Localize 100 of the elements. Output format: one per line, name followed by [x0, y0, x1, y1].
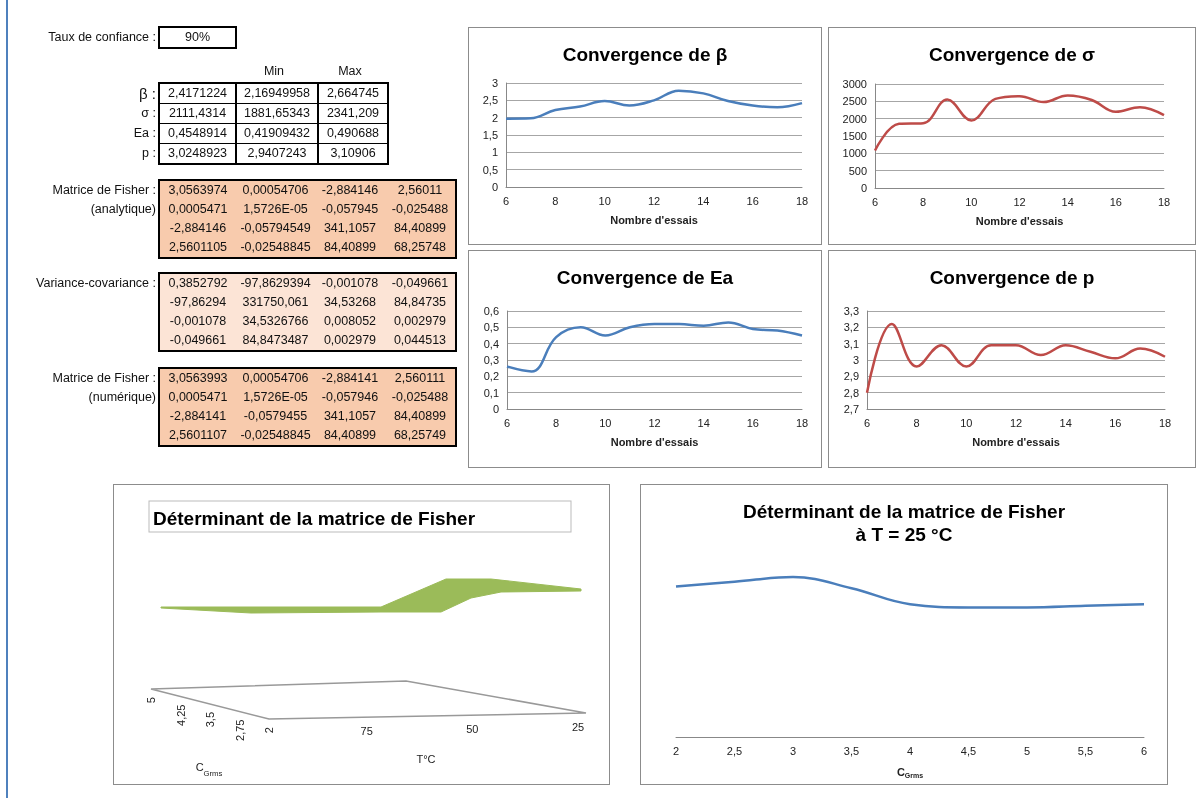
- y-tick-label: 2500: [842, 95, 867, 108]
- text: -2,884146: [321, 183, 379, 197]
- x-tick-label: 12: [647, 194, 661, 207]
- text: -0,02548845: [240, 428, 311, 442]
- y-tick-label: 2,5: [482, 94, 498, 107]
- text: 1,5726E-05: [243, 202, 308, 216]
- text: Déterminant de la matrice de Fisher: [153, 508, 476, 529]
- x-tick-label: 8: [913, 416, 920, 429]
- x-tick-label: 12: [648, 416, 661, 429]
- text: 2,560111: [394, 371, 446, 385]
- chart-title: Convergence de p: [929, 267, 1095, 288]
- x-tick-label: 4: [906, 744, 914, 757]
- y-tick-label: 2,7: [843, 403, 859, 415]
- x-tick-label: 6: [502, 194, 510, 207]
- y-tick-label: 3,1: [843, 337, 859, 350]
- text: 341,1057: [323, 409, 377, 423]
- category-label: Max: [337, 64, 363, 78]
- category-label: Matrice de Fisher :: [52, 183, 156, 197]
- y-tick-label: 1000: [842, 147, 867, 160]
- text: -97,86294: [169, 295, 227, 309]
- text: 0,002979: [323, 333, 377, 347]
- text: 68,25749: [393, 428, 447, 442]
- text: C$_{Grms}$: [195, 761, 223, 778]
- text: 90%: [184, 30, 211, 44]
- x-tick-label: 2,5: [726, 744, 743, 757]
- y-tick-label: 3: [491, 77, 498, 89]
- text: 0,490688: [326, 126, 380, 140]
- x-axis-title: Nombre d'essais: [972, 435, 1060, 448]
- text: -0,025488: [391, 390, 449, 404]
- text: 0,3852792: [168, 276, 228, 290]
- category-label: 25: [571, 721, 585, 733]
- category-label: Matrice de Fisher :: [52, 371, 156, 385]
- category-label: Ea :: [133, 126, 156, 140]
- x-tick-label: 3,5: [843, 744, 860, 757]
- y-tick-label: 0: [492, 403, 499, 415]
- text: 3,0248923: [167, 146, 228, 160]
- text: 0,00054706: [242, 371, 309, 385]
- y-tick-label: 0: [860, 182, 867, 194]
- x-tick-label: 3: [789, 744, 797, 757]
- text: -0,001078: [321, 276, 379, 290]
- x-tick-label: 16: [1109, 195, 1122, 208]
- y-tick-label: 1,5: [482, 129, 498, 141]
- category-label: 2: [263, 727, 275, 734]
- line-series: [873, 94, 1166, 152]
- text: 0,0005471: [168, 390, 228, 404]
- x-tick-label: 18: [795, 416, 809, 429]
- x-tick-label: 18: [1158, 416, 1172, 429]
- text: 2341,209: [326, 106, 380, 120]
- text: -0,057945: [321, 202, 379, 216]
- y-tick-label: 2000: [842, 112, 867, 125]
- text: -97,8629394: [240, 276, 311, 290]
- x-tick-label: 6: [863, 416, 871, 429]
- text: 2,5601105: [168, 240, 228, 254]
- category-label: 75: [360, 725, 373, 737]
- category-label: (analytique): [90, 202, 156, 216]
- y-tick-label: 0: [491, 181, 498, 193]
- x-tick-label: 8: [552, 194, 559, 207]
- x-tick-label: 16: [746, 194, 759, 207]
- text: 2,16949958: [243, 86, 311, 100]
- y-tick-label: 1500: [842, 130, 867, 142]
- y-tick-label: 0,1: [483, 386, 499, 399]
- text: 3,0563993: [168, 371, 228, 385]
- text: 1,5726E-05: [243, 390, 308, 404]
- text: 331750,061: [242, 295, 309, 309]
- category-label: Taux de confiance :: [48, 30, 156, 44]
- y-tick-label: 0,5: [483, 321, 499, 334]
- x-axis-title: Nombre d'essais: [975, 214, 1064, 227]
- y-tick-label: 2,8: [843, 386, 859, 399]
- text: 84,40899: [323, 428, 377, 442]
- chart-title: Convergence de σ: [928, 44, 1096, 65]
- x-tick-label: 14: [1061, 195, 1074, 208]
- x-tick-label: 2: [672, 744, 680, 757]
- line-series: [505, 321, 804, 373]
- y-tick-label: 0,5: [482, 163, 498, 176]
- text: -2,884141: [321, 371, 379, 385]
- x-axis-title: Nombre d'essais: [610, 213, 698, 226]
- chart-subtitle: à T = 25 °C: [855, 524, 953, 545]
- x-tick-label: 16: [1109, 416, 1122, 429]
- x-tick-label: 12: [1009, 416, 1023, 429]
- category-label: 4,25: [174, 704, 187, 726]
- text: -0,025488: [391, 202, 449, 216]
- text: 84,84735: [393, 295, 447, 309]
- chart-title: Convergence de Ea: [556, 267, 734, 288]
- y-tick-label: 0,3: [483, 354, 499, 366]
- text: 3,0563974: [168, 183, 228, 197]
- y-tick-label: 3,2: [843, 321, 859, 334]
- text: 3,10906: [330, 146, 376, 160]
- text: 1881,65343: [243, 106, 311, 120]
- x-tick-label: 10: [965, 195, 978, 208]
- y-tick-label: 500: [848, 164, 867, 177]
- x-tick-label: 12: [1013, 195, 1026, 208]
- line-series: [504, 89, 804, 120]
- x-tick-label: 8: [920, 195, 927, 208]
- text: 84,40899: [323, 240, 377, 254]
- text: 2,56011: [397, 183, 443, 197]
- y-tick-label: 0,2: [483, 370, 499, 383]
- text: 2,4171224: [167, 86, 228, 100]
- text: 2,9407243: [247, 146, 307, 160]
- y-tick-label: 2: [491, 111, 498, 124]
- x-tick-label: 14: [697, 416, 710, 429]
